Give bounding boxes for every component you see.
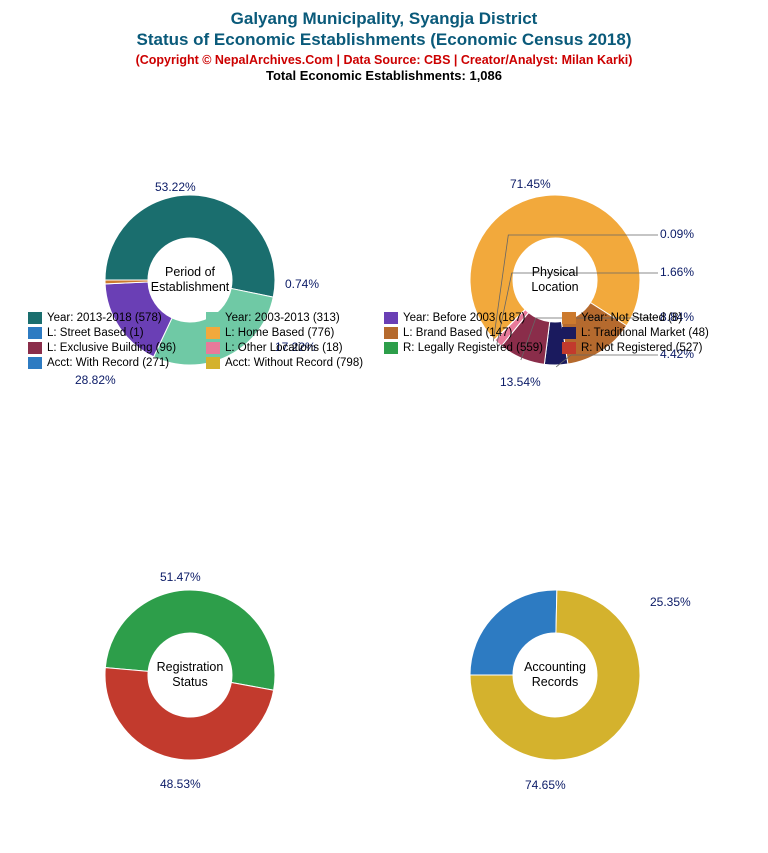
legend-label: Year: Not Stated (8) bbox=[581, 312, 682, 324]
legend-label: L: Street Based (1) bbox=[47, 327, 144, 339]
chart-header: Galyang Municipality, Syangja District S… bbox=[0, 0, 768, 85]
legend-label: Acct: Without Record (798) bbox=[225, 357, 363, 369]
legend-swatch bbox=[206, 327, 220, 339]
legend-label: L: Brand Based (147) bbox=[403, 327, 512, 339]
legend-label: Year: 2013-2018 (578) bbox=[47, 312, 162, 324]
pct-label: 74.65% bbox=[525, 778, 566, 792]
legend-item: Year: 2003-2013 (313) bbox=[206, 312, 384, 324]
legend-swatch bbox=[28, 327, 42, 339]
legend-item: L: Brand Based (147) bbox=[384, 327, 562, 339]
legend-label: R: Not Registered (527) bbox=[581, 342, 702, 354]
legend-swatch bbox=[28, 312, 42, 324]
pct-label: 25.35% bbox=[650, 595, 691, 609]
legend-item: L: Other Locations (18) bbox=[206, 342, 384, 354]
title-line-2: Status of Economic Establishments (Econo… bbox=[10, 29, 758, 50]
legend-label: R: Legally Registered (559) bbox=[403, 342, 543, 354]
legend-item: Year: Not Stated (8) bbox=[562, 312, 740, 324]
legend-item: Year: 2013-2018 (578) bbox=[28, 312, 206, 324]
legend-label: Year: Before 2003 (187) bbox=[403, 312, 525, 324]
legend-label: L: Other Locations (18) bbox=[225, 342, 343, 354]
copyright-line: (Copyright © NepalArchives.Com | Data So… bbox=[10, 53, 758, 67]
legend-label: L: Exclusive Building (96) bbox=[47, 342, 176, 354]
legend-swatch bbox=[28, 342, 42, 354]
legend-item: Year: Before 2003 (187) bbox=[384, 312, 562, 324]
legend-item: R: Legally Registered (559) bbox=[384, 342, 562, 354]
title-line-1: Galyang Municipality, Syangja District bbox=[10, 8, 758, 29]
total-line: Total Economic Establishments: 1,086 bbox=[10, 68, 758, 83]
legend-swatch bbox=[562, 312, 576, 324]
legend-swatch bbox=[384, 327, 398, 339]
legend-swatch bbox=[206, 312, 220, 324]
donut-accounting bbox=[0, 85, 768, 853]
legend-item: R: Not Registered (527) bbox=[562, 342, 740, 354]
legend-swatch bbox=[562, 327, 576, 339]
legend-swatch bbox=[384, 312, 398, 324]
legend-item: L: Traditional Market (48) bbox=[562, 327, 740, 339]
legend-label: Year: 2003-2013 (313) bbox=[225, 312, 340, 324]
legend-swatch bbox=[384, 342, 398, 354]
legend-item: Acct: With Record (271) bbox=[28, 357, 206, 369]
legend-swatch bbox=[562, 342, 576, 354]
legend-swatch bbox=[206, 342, 220, 354]
legend-label: L: Home Based (776) bbox=[225, 327, 334, 339]
legend-item: L: Home Based (776) bbox=[206, 327, 384, 339]
legend-label: L: Traditional Market (48) bbox=[581, 327, 709, 339]
legend: Year: 2013-2018 (578) Year: 2003-2013 (31… bbox=[28, 312, 740, 369]
legend-item: L: Exclusive Building (96) bbox=[28, 342, 206, 354]
legend-swatch bbox=[206, 357, 220, 369]
legend-swatch bbox=[28, 357, 42, 369]
legend-item: Acct: Without Record (798) bbox=[206, 357, 384, 369]
legend-label: Acct: With Record (271) bbox=[47, 357, 169, 369]
donut-center-label: AccountingRecords bbox=[510, 660, 600, 690]
legend-item: L: Street Based (1) bbox=[28, 327, 206, 339]
